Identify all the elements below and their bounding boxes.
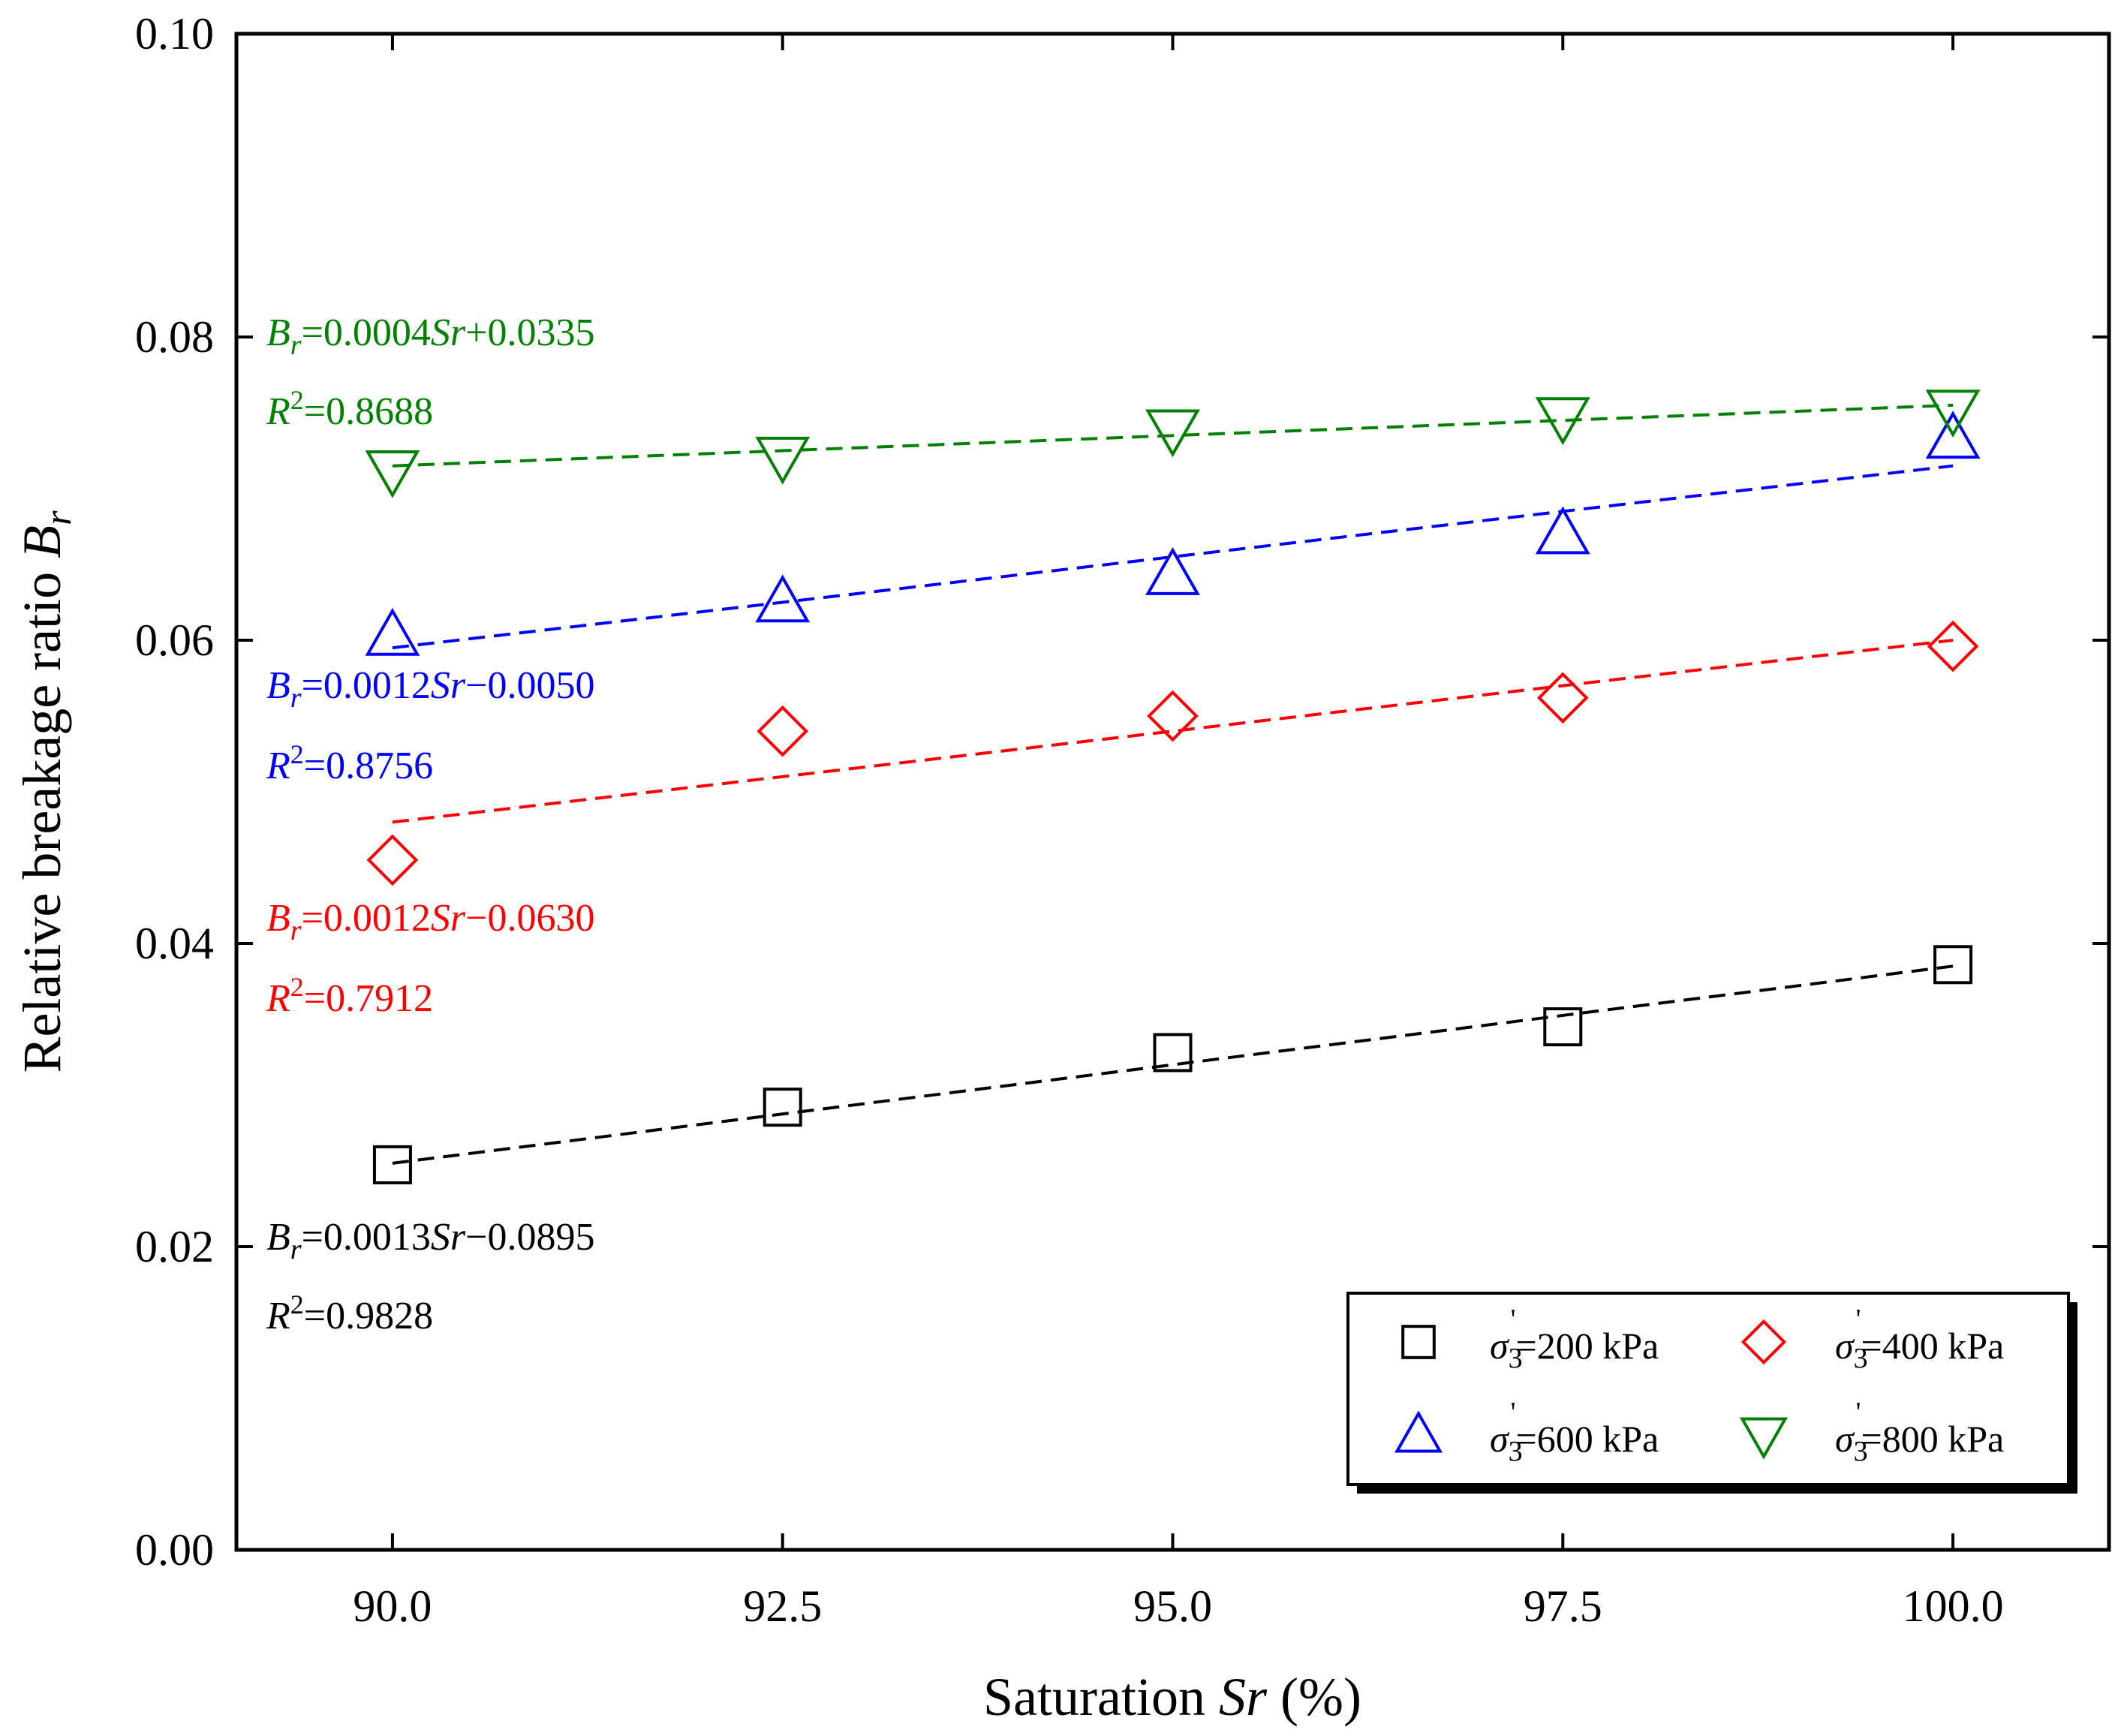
- equation-triangle-up: Br=0.0012Sr−0.0050: [266, 664, 594, 714]
- y-tick-label: 0.10: [135, 9, 214, 59]
- x-tick-label: 95.0: [1133, 1581, 1212, 1631]
- fit-annotations: Br=0.0013Sr−0.0895 R2=0.9828 Br=0.0012Sr−0…: [266, 311, 594, 1337]
- data-point-diamond: [1536, 672, 1589, 724]
- data-points: [365, 390, 1981, 1184]
- equation-diamond: Br=0.0012Sr−0.0630: [266, 897, 594, 946]
- r-squared-triangle-up: R2=0.8756: [266, 739, 433, 787]
- x-tick-label: 90.0: [353, 1581, 432, 1631]
- y-tick-label: 0.02: [135, 1222, 214, 1271]
- legend-marker-triangle-down: [1739, 1417, 1789, 1460]
- data-point-square: [1543, 1007, 1583, 1047]
- data-point-triangle-up: [1925, 411, 1981, 459]
- fit-line-square: [392, 964, 1954, 1165]
- data-point-triangle-up: [1145, 547, 1200, 595]
- fit-line-diamond: [392, 639, 1954, 824]
- data-point-triangle-down: [755, 436, 811, 485]
- x-tick-label: 92.5: [743, 1581, 822, 1631]
- legend-marker-square: [1401, 1325, 1436, 1359]
- data-point-square: [1153, 1033, 1193, 1073]
- r-squared-diamond: R2=0.7912: [266, 972, 433, 1020]
- data-point-triangle-up: [365, 607, 420, 656]
- x-tick-label: 97.5: [1524, 1581, 1602, 1631]
- fit-lines: [392, 403, 1954, 1165]
- fit-line-triangle-down: [392, 403, 1954, 468]
- data-point-square: [763, 1088, 802, 1127]
- legend-label-triangle-up: σ3'=600 kPa: [1490, 1397, 1659, 1467]
- data-point-diamond: [1927, 620, 1979, 672]
- equation-triangle-down: Br=0.0004Sr+0.0335: [266, 311, 594, 361]
- legend-label-triangle-down: σ3'=800 kPa: [1835, 1397, 2004, 1467]
- data-point-diamond: [366, 834, 419, 886]
- y-tick-label: 0.04: [135, 919, 214, 968]
- fit-line-triangle-up: [392, 464, 1954, 650]
- legend-label-square: σ3'=200 kPa: [1490, 1304, 1659, 1374]
- y-axis-title: Relative breakage ratio Br: [12, 510, 79, 1073]
- r-squared-triangle-down: R2=0.8688: [266, 385, 433, 433]
- data-point-triangle-down: [1925, 390, 1981, 438]
- data-point-diamond: [1147, 690, 1199, 742]
- y-tick-label: 0.08: [135, 312, 214, 362]
- legend-marker-diamond: [1740, 1319, 1787, 1365]
- data-point-triangle-down: [1535, 397, 1590, 446]
- data-point-square: [1933, 945, 1973, 985]
- y-tick-label: 0.00: [135, 1525, 214, 1575]
- r-squared-square: R2=0.9828: [266, 1289, 433, 1337]
- legend-label-diamond: σ3'=400 kPa: [1835, 1304, 2004, 1374]
- x-axis-title: Saturation Sr (%): [983, 1667, 1361, 1727]
- data-point-triangle-down: [1145, 409, 1200, 458]
- y-tick-label: 0.06: [135, 615, 214, 665]
- plot-frame: [234, 32, 2111, 1552]
- legend-marker-triangle-up: [1394, 1410, 1443, 1453]
- data-point-diamond: [757, 705, 809, 757]
- equation-square: Br=0.0013Sr−0.0895: [266, 1216, 594, 1265]
- data-point-triangle-down: [365, 450, 420, 498]
- data-point-triangle-up: [1535, 506, 1590, 555]
- legend: σ3'=200 kPa σ3'=400 kPa σ3'=600 kPa σ3'=800…: [1346, 1292, 2077, 1494]
- legend-box: [1346, 1292, 2070, 1486]
- x-tick-label: 100.0: [1903, 1581, 2004, 1631]
- data-point-square: [372, 1145, 412, 1184]
- data-point-triangle-up: [755, 574, 811, 623]
- tick-labels: 90.0 92.5 95.0 97.5 100.0 0.00 0.02 0.04 0.06 0.0…: [135, 9, 2004, 1631]
